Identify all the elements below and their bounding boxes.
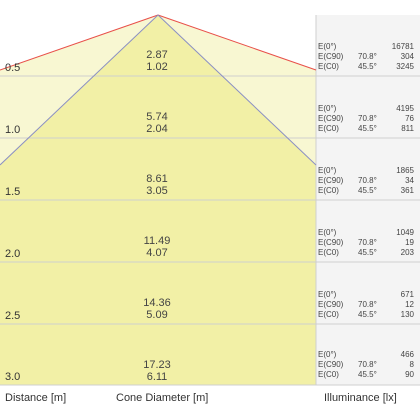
illuminance-row-ec0: E(C0) 45.5° 203 [318,248,414,257]
distance-label-row-1: 0.5 [5,62,21,74]
distance-label-row-4: 2.0 [5,248,21,260]
cone-half-row-2: 2.04 [146,123,168,135]
cone-half-row-5: 5.09 [146,309,168,321]
cone-diameter-row-4: 11.49 [143,235,171,247]
cone-half-row-3: 3.05 [146,185,168,197]
outer-cone-right-edge [157,14,317,71]
outer-cone-left-edge [0,14,159,71]
cone-half-row-1: 1.02 [146,61,168,73]
distance-axis-label: Distance [m] [5,392,67,404]
illuminance-row-ec90: E(C90) 70.8° 12 [318,300,414,309]
inner-cone-right-edge [157,14,317,166]
inner-cone-left-edge [0,14,159,166]
illuminance-block-row-4: E(0°) 1049 E(C90) 70.8° 19 E(C0) 45.5° 203 [318,228,414,258]
distance-label-row-5: 2.5 [5,310,21,322]
illuminance-row-e0: E(0°) 671 [318,290,414,299]
cone-diameter-axis-label: Cone Diameter [m] [116,392,209,404]
cone-half-row-4: 4.07 [146,247,168,259]
illuminance-row-ec0: E(C0) 45.5° 90 [318,370,414,379]
illuminance-block-row-1: E(0°) 16781 E(C90) 70.8° 304 E(C0) 45.5° 3245 [318,42,414,72]
illuminance-row-e0: E(0°) 466 [318,350,414,359]
distance-label-row-6: 3.0 [5,371,21,383]
illuminance-row-ec90: E(C90) 70.8° 304 [318,52,414,61]
illuminance-axis-label: Illuminance [lx] [324,392,397,404]
row-grid [0,15,420,386]
illuminance-row-e0: E(0°) 4195 [318,104,414,113]
distance-label-row-3: 1.5 [5,186,21,198]
illuminance-row-ec90: E(C90) 70.8° 8 [318,360,414,369]
distance-label-row-2: 1.0 [5,124,21,136]
cone-diameter-row-5: 14.36 [143,297,171,309]
illuminance-block-row-2: E(0°) 4195 E(C90) 70.8° 76 E(C0) 45.5° 811 [318,104,414,134]
cone-diameter-row-2: 5.74 [146,111,168,123]
illuminance-block-row-5: E(0°) 671 E(C90) 70.8° 12 E(C0) 45.5° 130 [318,290,414,320]
illuminance-row-ec90: E(C90) 70.8° 19 [318,238,414,247]
illuminance-block-row-3: E(0°) 1865 E(C90) 70.8° 34 E(C0) 45.5° 361 [318,166,414,196]
illuminance-row-ec0: E(C0) 45.5° 3245 [318,62,414,71]
illuminance-row-ec0: E(C0) 45.5° 361 [318,186,414,195]
illuminance-row-e0: E(0°) 16781 [318,42,414,51]
illuminance-block-row-6: E(0°) 466 E(C90) 70.8° 8 E(C0) 45.5° 90 [318,350,414,380]
illuminance-row-ec0: E(C0) 45.5° 811 [318,124,414,133]
illuminance-row-ec0: E(C0) 45.5° 130 [318,310,414,319]
cone-diameter-row-6: 17.23 [143,359,171,371]
cone-diameter-row-3: 8.61 [146,173,168,185]
cone-half-row-6: 6.11 [146,371,168,383]
illuminance-row-e0: E(0°) 1049 [318,228,414,237]
illuminance-row-ec90: E(C90) 70.8° 34 [318,176,414,185]
illuminance-row-e0: E(0°) 1865 [318,166,414,175]
cone-diameter-row-1: 2.87 [146,49,168,61]
illuminance-row-ec90: E(C90) 70.8° 76 [318,114,414,123]
